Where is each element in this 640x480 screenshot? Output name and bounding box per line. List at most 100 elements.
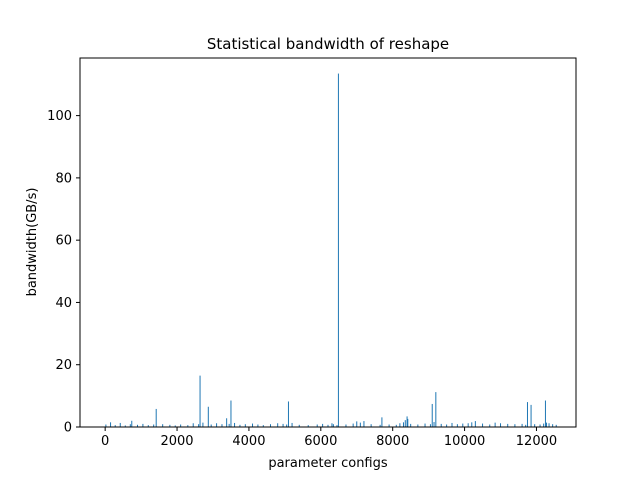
y-tick-label: 20 [55, 358, 72, 373]
y-tick-label: 0 [64, 421, 72, 436]
bar [269, 424, 271, 427]
bar [282, 423, 284, 427]
bar [226, 418, 228, 427]
bar [440, 423, 442, 427]
y-tick-label: 100 [47, 109, 72, 124]
bar [462, 423, 464, 427]
bar [379, 424, 381, 427]
bar [291, 422, 293, 427]
bar [370, 424, 372, 427]
bar [555, 424, 557, 427]
bar [446, 424, 448, 427]
bar [552, 424, 554, 427]
bar [210, 424, 212, 427]
bar [110, 422, 112, 427]
bar [410, 423, 412, 427]
bar [435, 392, 437, 427]
bar [216, 423, 218, 427]
bar [539, 424, 541, 427]
bar [424, 423, 426, 427]
bar [474, 421, 476, 427]
bar [345, 424, 347, 427]
bar [142, 423, 144, 427]
bar [544, 400, 546, 427]
bar [234, 422, 236, 427]
bar [230, 400, 232, 427]
x-axis-ticks: 0 2000 4000 6000 8000 10000 12000 [101, 427, 557, 449]
bar [352, 423, 354, 427]
bar [105, 424, 107, 427]
x-tick-label: 0 [101, 434, 109, 449]
bar [207, 406, 209, 427]
bar [262, 425, 264, 427]
x-tick-label: 8000 [376, 434, 409, 449]
bar [431, 403, 433, 427]
bar [530, 404, 532, 427]
y-axis-label: bandwidth(GB/s) [25, 188, 40, 297]
bar [433, 422, 435, 427]
bar [169, 424, 171, 427]
bar [307, 425, 309, 427]
bar [402, 422, 404, 427]
bar [298, 424, 300, 427]
y-axis-ticks: 0 20 40 60 80 100 [47, 109, 80, 436]
bar [228, 423, 230, 427]
bar [129, 424, 131, 427]
plot-frame [79, 57, 577, 428]
bar [332, 424, 334, 427]
bar [359, 422, 361, 427]
bar [153, 424, 155, 427]
x-tick-label: 6000 [304, 434, 337, 449]
bar [336, 425, 338, 427]
bar [406, 416, 408, 427]
y-tick-label: 60 [55, 234, 72, 249]
bar [363, 421, 365, 427]
bar [407, 418, 409, 427]
bar [337, 73, 339, 427]
y-tick-label: 40 [55, 296, 72, 311]
bar [287, 401, 289, 427]
bar [521, 423, 523, 427]
bar [543, 423, 545, 427]
bar [187, 425, 189, 427]
bar [316, 424, 318, 427]
bar [277, 423, 279, 427]
bar [331, 423, 333, 427]
bar [356, 421, 358, 427]
chart-title: Statistical bandwidth of reshape [207, 35, 449, 53]
bar [381, 417, 383, 427]
bars-group [105, 73, 557, 427]
bar [388, 424, 390, 427]
bar [451, 422, 453, 427]
bar [162, 424, 164, 427]
bar [482, 423, 484, 427]
bar [252, 423, 254, 427]
bar [239, 424, 241, 427]
bar [546, 422, 548, 427]
bar [131, 420, 133, 427]
bar [395, 424, 397, 427]
bar [119, 422, 121, 427]
x-tick-label: 12000 [516, 434, 557, 449]
bar [489, 424, 491, 427]
bar [180, 424, 182, 427]
x-tick-label: 10000 [444, 434, 485, 449]
x-tick-label: 2000 [160, 434, 193, 449]
bar [192, 423, 194, 427]
bar [526, 402, 528, 427]
bar [174, 425, 176, 427]
bar [494, 422, 496, 427]
bar [399, 423, 401, 427]
bar [124, 425, 126, 427]
bar [199, 375, 201, 427]
bar [500, 423, 502, 427]
bar [534, 424, 536, 427]
bar [548, 423, 550, 427]
bar [417, 424, 419, 427]
bar [327, 424, 329, 427]
bar [257, 424, 259, 427]
bar [525, 424, 527, 427]
bar [404, 420, 406, 427]
bar [456, 424, 458, 427]
